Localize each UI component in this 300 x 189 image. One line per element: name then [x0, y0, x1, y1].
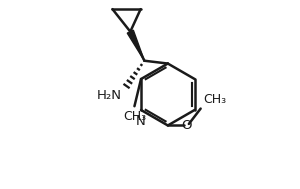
Polygon shape — [127, 30, 144, 61]
Text: CH₃: CH₃ — [123, 110, 146, 123]
Text: H₂N: H₂N — [97, 89, 122, 102]
Text: N: N — [136, 115, 146, 128]
Text: CH₃: CH₃ — [203, 93, 226, 106]
Text: O: O — [181, 119, 192, 132]
